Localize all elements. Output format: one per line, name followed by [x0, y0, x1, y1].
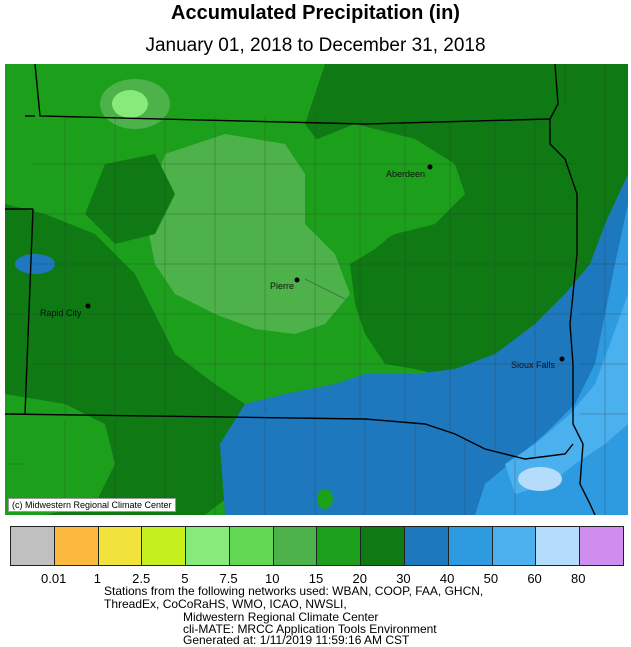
- region-green-aberdeen: [295, 124, 465, 264]
- legend-swatch: [273, 527, 318, 565]
- legend-swatch: [98, 527, 143, 565]
- legend-swatch: [54, 527, 99, 565]
- city-dot-pierre: [294, 277, 300, 283]
- region-light-green-central: [145, 134, 350, 334]
- legend-tick-label: 20: [352, 571, 367, 586]
- legend-swatch: [492, 527, 537, 565]
- region-lighter-blue-e: [505, 294, 628, 494]
- copyright-notice: (c) Midwestern Regional Climate Center: [8, 498, 176, 512]
- footer-line-3: Midwestern Regional Climate Center: [183, 610, 379, 624]
- legend-tick-label: 10: [265, 571, 280, 586]
- legend-tick-label: 60: [527, 571, 542, 586]
- map-subtitle: January 01, 2018 to December 31, 2018: [145, 35, 486, 56]
- legend-swatch: [186, 527, 230, 565]
- state-borders: [5, 64, 596, 515]
- region-green-sw: [5, 394, 115, 515]
- legend-tick-label: 0.01: [41, 571, 67, 586]
- legend-swatch: [142, 527, 187, 565]
- city-label-rapid-city: Rapid City: [40, 308, 82, 318]
- legend-swatch: [405, 527, 449, 565]
- legend-tick-label: 2.5: [132, 571, 151, 586]
- region-dark-green-sw: [85, 154, 175, 244]
- footer-line-2: ThreadEx, CoCoRaHS, WMO, ICAO, NWSLI,: [104, 597, 347, 611]
- legend-tick-label: 30: [396, 571, 411, 586]
- region-pale-green-nw: [112, 90, 148, 118]
- legend-colorbar: [10, 526, 624, 566]
- legend-tick-label: 80: [571, 571, 586, 586]
- county-lines: [5, 64, 628, 515]
- legend-tick-label: 1: [93, 571, 102, 586]
- region-blue-se: [220, 174, 628, 515]
- city-label-sioux-falls: Sioux Falls: [511, 360, 556, 370]
- footer-line-5: Generated at: 1/11/2019 11:59:16 AM CST: [183, 633, 410, 647]
- legend-swatch: [11, 527, 55, 565]
- legend-swatch: [229, 527, 274, 565]
- city-dot-rapid-city: [85, 303, 91, 309]
- legend-tick-label: 15: [308, 571, 324, 586]
- footer-line-4: cli-MATE: MRCC Application Tools Environ…: [183, 622, 437, 636]
- region-pale-blue-se: [518, 467, 562, 491]
- city-label-aberdeen: Aberdeen: [386, 169, 425, 179]
- legend-tick-label: 40: [439, 571, 455, 586]
- legend-tick-label: 7.5: [219, 571, 238, 586]
- precipitation-map: Aberdeen Pierre Rapid City Sioux Falls: [5, 64, 628, 515]
- legend-swatch: [317, 527, 362, 565]
- legend-swatch: [580, 527, 623, 565]
- footer-line-1: Stations from the following networks use…: [104, 584, 484, 598]
- map-title: Accumulated Precipitation (in): [171, 2, 460, 24]
- region-green-spot-s: [317, 489, 333, 509]
- legend-tick-label: 50: [483, 571, 499, 586]
- legend-swatch: [361, 527, 406, 565]
- city-dot-sioux-falls: [559, 356, 565, 362]
- legend-tick-label: 5: [181, 571, 189, 586]
- city-markers: Aberdeen Pierre Rapid City Sioux Falls: [40, 164, 565, 370]
- legend-swatch: [448, 527, 493, 565]
- legend-swatch: [536, 527, 581, 565]
- city-dot-aberdeen: [427, 164, 433, 170]
- legend-tick-labels: 0.01 1 2.5 5 7.5 10 15 20 30 40 50 60 80: [10, 571, 622, 587]
- city-label-pierre: Pierre: [270, 281, 294, 291]
